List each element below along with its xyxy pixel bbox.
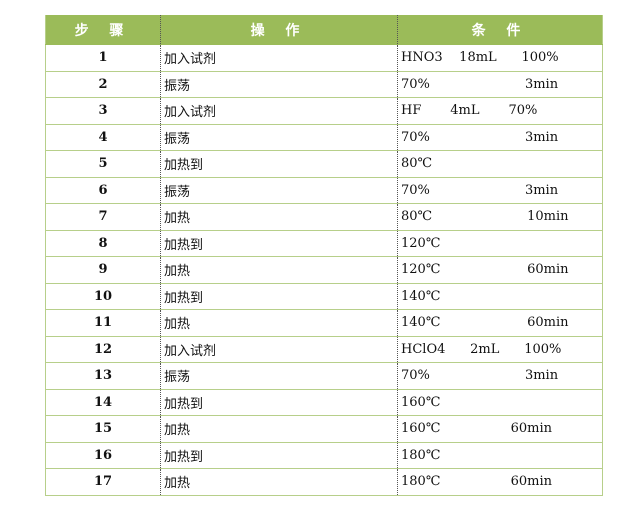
table-row: 6 振荡 70% 3min	[45, 177, 603, 204]
operation-cell: 加热	[160, 203, 398, 231]
header-operation: 操 作	[160, 15, 398, 45]
condition-cell: 80℃	[397, 150, 603, 178]
condition-cell: 70% 3min	[397, 362, 603, 390]
table-row: 15 加热 160℃ 60min	[45, 415, 603, 443]
table-row: 7 加热 80℃ 10min	[45, 203, 603, 231]
operation-cell: 加热到	[160, 230, 398, 257]
step-cell: 15	[45, 415, 161, 443]
operation-cell: 振荡	[160, 71, 398, 98]
table-row: 16 加热到 180℃	[45, 442, 603, 469]
table-row: 1 加入试剂 HNO3 18mL 100%	[45, 44, 603, 72]
header-condition: 条 件	[397, 15, 603, 45]
step-cell: 13	[45, 362, 161, 390]
step-cell: 1	[45, 44, 161, 72]
table-row: 2 振荡 70% 3min	[45, 71, 603, 98]
condition-cell: 70% 3min	[397, 71, 603, 98]
step-cell: 4	[45, 124, 161, 151]
condition-cell: 140℃ 60min	[397, 309, 603, 337]
operation-cell: 加热到	[160, 283, 398, 310]
table-row: 10 加热到 140℃	[45, 283, 603, 310]
operation-cell: 加热到	[160, 389, 398, 416]
condition-cell: 120℃ 60min	[397, 256, 603, 284]
step-cell: 3	[45, 97, 161, 125]
operation-cell: 振荡	[160, 177, 398, 204]
step-cell: 7	[45, 203, 161, 231]
header-step: 步 骤	[45, 15, 161, 45]
table-row: 9 加热 120℃ 60min	[45, 256, 603, 284]
table-row: 14 加热到 160℃	[45, 389, 603, 416]
condition-cell: 180℃ 60min	[397, 468, 603, 496]
table-row: 12 加入试剂 HClO4 2mL 100%	[45, 336, 603, 363]
condition-cell: 70% 3min	[397, 177, 603, 204]
condition-cell: HNO3 18mL 100%	[397, 44, 603, 72]
operation-cell: 加热到	[160, 442, 398, 469]
condition-cell: 180℃	[397, 442, 603, 469]
operation-cell: 加热到	[160, 150, 398, 178]
table-row: 8 加热到 120℃	[45, 230, 603, 257]
table-row: 17 加热 180℃ 60min	[45, 468, 603, 496]
header-row: 步 骤 操 作 条 件	[45, 15, 603, 45]
step-cell: 5	[45, 150, 161, 178]
step-cell: 6	[45, 177, 161, 204]
step-cell: 2	[45, 71, 161, 98]
operation-cell: 振荡	[160, 124, 398, 151]
operation-cell: 加入试剂	[160, 44, 398, 72]
step-cell: 16	[45, 442, 161, 469]
operation-cell: 加热	[160, 468, 398, 496]
operation-cell: 加入试剂	[160, 336, 398, 363]
condition-cell: 140℃	[397, 283, 603, 310]
step-cell: 11	[45, 309, 161, 337]
step-cell: 12	[45, 336, 161, 363]
condition-cell: HClO4 2mL 100%	[397, 336, 603, 363]
step-cell: 8	[45, 230, 161, 257]
table-row: 5 加热到 80℃	[45, 150, 603, 178]
table-row: 13 振荡 70% 3min	[45, 362, 603, 390]
step-cell: 17	[45, 468, 161, 496]
table-row: 4 振荡 70% 3min	[45, 124, 603, 151]
step-cell: 9	[45, 256, 161, 284]
condition-cell: HF 4mL 70%	[397, 97, 603, 125]
operation-cell: 加热	[160, 309, 398, 337]
step-cell: 10	[45, 283, 161, 310]
operation-cell: 振荡	[160, 362, 398, 390]
condition-cell: 160℃ 60min	[397, 415, 603, 443]
procedure-table: 步 骤 操 作 条 件 1 加入试剂 HNO3 18mL 100% 2 振荡 70% 3m…	[45, 15, 603, 496]
condition-cell: 70% 3min	[397, 124, 603, 151]
step-cell: 14	[45, 389, 161, 416]
operation-cell: 加入试剂	[160, 97, 398, 125]
condition-cell: 80℃ 10min	[397, 203, 603, 231]
table-row: 3 加入试剂 HF 4mL 70%	[45, 97, 603, 125]
table-row: 11 加热 140℃ 60min	[45, 309, 603, 337]
condition-cell: 120℃	[397, 230, 603, 257]
operation-cell: 加热	[160, 256, 398, 284]
operation-cell: 加热	[160, 415, 398, 443]
condition-cell: 160℃	[397, 389, 603, 416]
